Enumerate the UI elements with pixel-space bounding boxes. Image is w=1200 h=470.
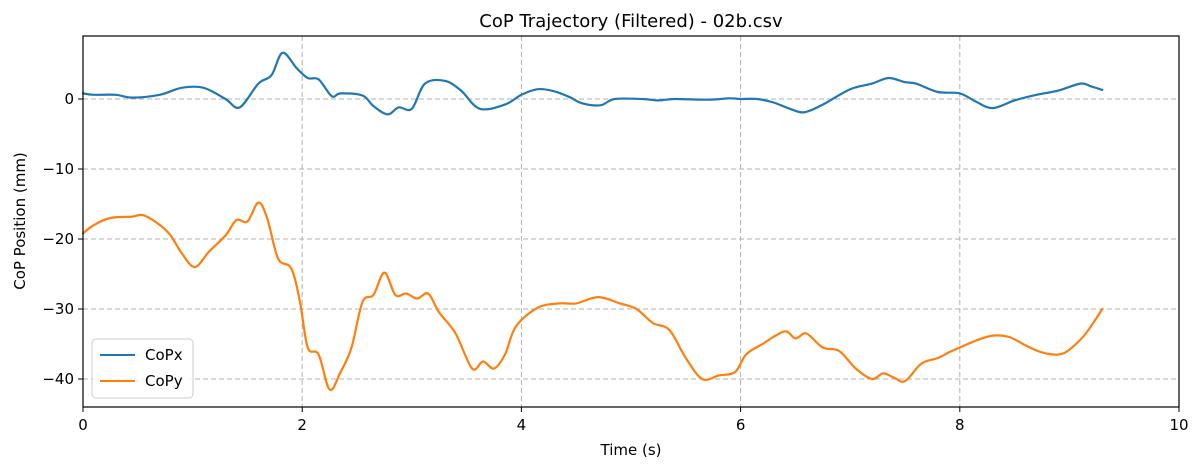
x-tick-label: 4	[517, 416, 527, 434]
y-tick-label: −10	[42, 160, 74, 178]
x-axis-label: Time (s)	[600, 441, 662, 459]
chart-title: CoP Trajectory (Filtered) - 02b.csv	[479, 11, 783, 32]
legend-label-copx: CoPx	[145, 346, 183, 364]
series-line-copx	[81, 51, 1104, 116]
y-axis-label: CoP Position (mm)	[11, 152, 29, 290]
axis-ticks: 0 2 4 6 8 10 0 −10 −20 −30 −40	[42, 90, 1188, 434]
series-line-copy	[81, 201, 1104, 391]
x-tick-label: 0	[78, 416, 88, 434]
y-tick-label: −20	[42, 230, 74, 248]
plot-area-frame	[82, 35, 1180, 408]
x-tick-label: 8	[955, 416, 965, 434]
legend-label-copy: CoPy	[145, 372, 183, 390]
x-tick-label: 2	[297, 416, 307, 434]
x-tick-label: 10	[1169, 416, 1188, 434]
y-tick-label: −30	[42, 300, 74, 318]
legend-box	[91, 338, 194, 399]
legend: CoPx CoPy	[91, 338, 194, 399]
x-tick-label: 6	[736, 416, 746, 434]
y-tick-label: 0	[64, 90, 74, 108]
y-tick-label: −40	[42, 370, 74, 388]
series-lines	[81, 51, 1104, 391]
